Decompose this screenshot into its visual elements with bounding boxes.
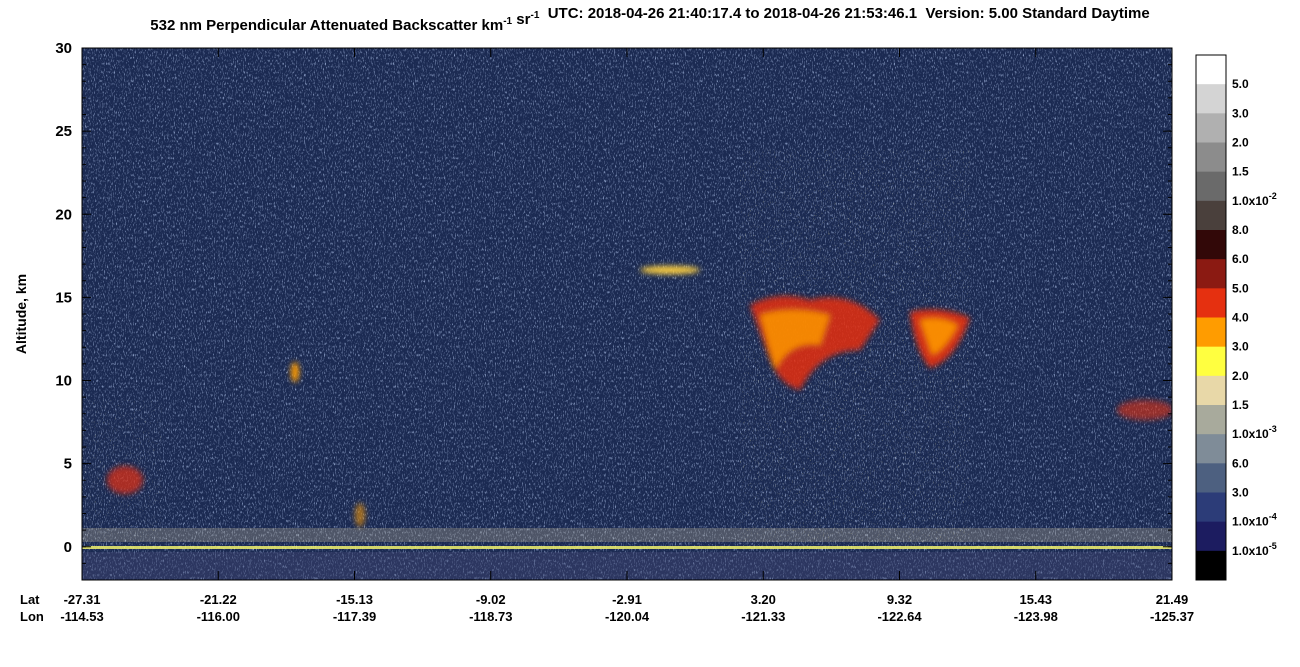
- x-tick-label: -121.33: [741, 609, 785, 624]
- colorbar-label: 1.5: [1232, 398, 1249, 412]
- colorbar-label: 1.0x10-3: [1232, 424, 1277, 441]
- x-row-title: Lat: [20, 592, 40, 607]
- colorbar-swatch: [1196, 288, 1226, 318]
- title-part: sr: [512, 11, 531, 28]
- title-part: 532 nm Perpendicular Attenuated Backscat…: [150, 17, 503, 34]
- x-tick-label: -21.22: [200, 592, 237, 607]
- colorbar-label-text: 1.0x10: [1232, 194, 1269, 208]
- colorbar-label: 5.0: [1232, 281, 1249, 295]
- x-tick-label: -118.73: [469, 609, 512, 624]
- colorbar-swatch: [1196, 84, 1226, 114]
- colorbar-swatch: [1196, 230, 1226, 260]
- colorbar-label: 3.0: [1232, 486, 1249, 500]
- y-tick-label: 20: [55, 206, 72, 223]
- colorbar-label-text: 1.0x10: [1232, 427, 1269, 441]
- x-tick-label: -116.00: [197, 609, 240, 624]
- x-tick-label: -2.91: [612, 592, 642, 607]
- colorbar-swatch: [1196, 550, 1226, 581]
- colorbar-label-text: 1.0x10: [1232, 515, 1269, 529]
- x-tick-label: -125.37: [1150, 609, 1194, 624]
- colorbar-label-text: 5.0: [1232, 77, 1249, 91]
- colorbar-label: 1.0x10-4: [1232, 512, 1277, 529]
- colorbar-label: 3.0: [1232, 106, 1249, 120]
- colorbar-label: 3.0: [1232, 340, 1249, 354]
- y-tick-label: 10: [55, 373, 72, 390]
- colorbar-swatch: [1196, 200, 1226, 231]
- colorbar-label-exp: -2: [1269, 191, 1277, 201]
- colorbar-label-text: 8.0: [1232, 223, 1249, 237]
- colorbar-swatch: [1196, 492, 1226, 523]
- colorbar-label: 1.5: [1232, 165, 1249, 179]
- colorbar-swatch: [1196, 346, 1226, 377]
- colorbar-label: 1.0x10-2: [1232, 191, 1277, 208]
- colorbar-swatch: [1196, 113, 1226, 143]
- x-tick-label: -123.98: [1014, 609, 1058, 624]
- colorbar-label-exp: -3: [1269, 424, 1277, 434]
- x-tick-label: -114.53: [60, 609, 103, 624]
- colorbar-label: 2.0: [1232, 369, 1249, 383]
- colorbar-label: 2.0: [1232, 136, 1249, 150]
- x-row-title: Lon: [20, 609, 44, 624]
- colorbar-label: 8.0: [1232, 223, 1249, 237]
- colorbar-label-text: 2.0: [1232, 369, 1249, 383]
- colorbar-label-text: 3.0: [1232, 106, 1249, 120]
- colorbar-label: 6.0: [1232, 252, 1249, 266]
- colorbar-label-text: 1.5: [1232, 398, 1249, 412]
- x-tick-label: 15.43: [1019, 592, 1052, 607]
- colorbar-label-text: 3.0: [1232, 340, 1249, 354]
- title-superscript: -1: [503, 16, 512, 27]
- colorbar-swatch: [1196, 521, 1226, 552]
- y-axis-label: Altitude, km: [13, 274, 29, 354]
- colorbar-label: 5.0: [1232, 77, 1249, 91]
- colorbar-label-text: 2.0: [1232, 136, 1249, 150]
- colorbar-swatch: [1196, 405, 1226, 435]
- x-tick-label: -117.39: [333, 609, 376, 624]
- x-tick-label: 21.49: [1156, 592, 1189, 607]
- colorbar-label-text: 3.0: [1232, 486, 1249, 500]
- colorbar-swatch: [1196, 463, 1226, 493]
- x-tick-label: -27.31: [64, 592, 101, 607]
- chart-title: 532 nm Perpendicular Attenuated Backscat…: [150, 5, 1149, 34]
- x-tick-label: -120.04: [605, 609, 650, 624]
- y-tick-label: 0: [64, 539, 72, 556]
- y-tick-label: 25: [55, 123, 72, 140]
- colorbar-swatch: [1196, 142, 1226, 173]
- colorbar-label: 1.0x10-5: [1232, 541, 1277, 558]
- colorbar-label-text: 6.0: [1232, 252, 1249, 266]
- colorbar-label: 6.0: [1232, 456, 1249, 470]
- title-part: UTC: 2018-04-26 21:40:17.4 to 2018-04-26…: [539, 5, 1149, 22]
- title-superscript: -1: [530, 10, 539, 21]
- colorbar-label: 4.0: [1232, 311, 1249, 325]
- colorbar-swatch: [1196, 259, 1226, 289]
- colorbar-frame: [1195, 54, 1227, 581]
- colorbar-label-text: 1.5: [1232, 165, 1249, 179]
- y-tick-label: 5: [64, 456, 72, 473]
- colorbar-label-text: 5.0: [1232, 281, 1249, 295]
- colorbar-label-text: 4.0: [1232, 311, 1249, 325]
- colorbar-swatch: [1196, 317, 1226, 348]
- colorbar-swatch: [1196, 375, 1226, 406]
- x-tick-label: -9.02: [476, 592, 506, 607]
- colorbar-swatch: [1196, 55, 1226, 85]
- y-tick-label: 15: [55, 289, 72, 306]
- y-tick-label: 30: [55, 40, 72, 57]
- x-tick-label: -122.64: [877, 609, 922, 624]
- colorbar-label-exp: -4: [1269, 512, 1277, 522]
- x-tick-label: 9.32: [887, 592, 912, 607]
- colorbar-label-text: 6.0: [1232, 456, 1249, 470]
- colorbar-label-exp: -5: [1269, 541, 1277, 551]
- x-tick-label: 3.20: [751, 592, 776, 607]
- colorbar-label-text: 1.0x10: [1232, 544, 1269, 558]
- colorbar-swatch: [1196, 434, 1226, 464]
- backscatter-image: [82, 48, 1172, 580]
- colorbar-swatch: [1196, 171, 1226, 202]
- x-tick-label: -15.13: [336, 592, 373, 607]
